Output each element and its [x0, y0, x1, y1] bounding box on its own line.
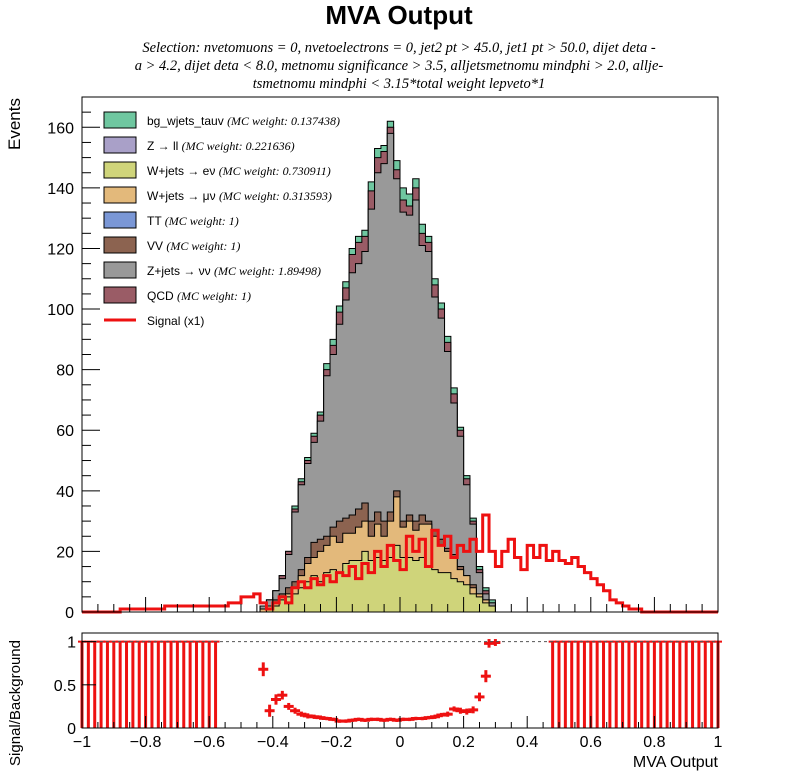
legend-swatch-6	[103, 261, 137, 279]
y-axis-label: Events	[5, 98, 24, 150]
y-tick-label: 0	[65, 605, 74, 622]
legend: bg_wjets_tauv (MC weight: 0.137438) Z → l…	[103, 111, 340, 328]
y-tick-label: 100	[47, 302, 74, 319]
x-tick-label: 0	[396, 734, 405, 751]
legend-swatch-3	[103, 186, 137, 204]
legend-swatch-0	[103, 111, 137, 129]
y-tick-label: 40	[56, 484, 74, 501]
legend-weight: (MC weight: 1)	[166, 239, 240, 253]
legend-label: bg_wjets_tauv	[147, 114, 227, 128]
legend-swatch-2	[103, 161, 137, 179]
legend-weight: (MC weight: 0.730911)	[219, 164, 331, 178]
legend-weight: (MC weight: 1.89498)	[214, 264, 321, 278]
legend-label: TT	[147, 214, 165, 228]
legend-weight: (MC weight: 1)	[177, 289, 251, 303]
stack-layer-2	[259, 132, 496, 613]
x-tick-label: 0.2	[452, 734, 474, 751]
y-tick-label: 60	[56, 423, 74, 440]
legend-entry-3: W+jets → μν (MC weight: 0.313593)	[147, 189, 332, 203]
legend-swatch-1	[103, 136, 137, 154]
legend-weight: (MC weight: 0.313593)	[219, 189, 332, 203]
signal-line-group	[82, 513, 718, 614]
x-tick-label: 0.4	[516, 734, 538, 751]
signal-line	[82, 513, 718, 614]
legend-swatch-5	[103, 236, 137, 254]
ratio-y-axis-label: Signal/Background	[7, 640, 24, 766]
x-tick-label: −0.6	[193, 734, 225, 751]
legend-entry-2: W+jets → eν (MC weight: 0.730911)	[147, 164, 331, 178]
legend-label: W+jets → eν	[147, 164, 219, 178]
legend-label: Z+jets → νν	[147, 264, 214, 278]
legend-weight: (MC weight: 0.137438)	[227, 114, 340, 128]
legend-entry-4: TT (MC weight: 1)	[147, 214, 239, 228]
y-tick-label: 120	[47, 241, 74, 258]
x-tick-label: 0.8	[643, 734, 665, 751]
selection-line-1: Selection: nvetomuons = 0, nvetoelectron…	[142, 40, 656, 56]
ratio-bars	[78, 640, 722, 728]
ratio-y-tick-label: 0.5	[54, 678, 76, 695]
ratio-y-tick-label: 1	[67, 635, 76, 652]
y-tick-label: 20	[56, 544, 74, 561]
x-tick-label: 0.6	[580, 734, 602, 751]
legend-label: Z → ll	[147, 139, 182, 153]
selection-line-2: a > 4.2, dijet deta < 8.0, metnomu signi…	[135, 58, 664, 74]
ratio-points	[258, 639, 501, 723]
legend-label: W+jets → μν	[147, 189, 219, 203]
x-tick-label: −0.4	[257, 734, 289, 751]
ratio-y-tick-label: 0	[67, 721, 76, 738]
legend-entry-5: VV (MC weight: 1)	[147, 239, 240, 253]
chart-title: MVA Output	[325, 0, 473, 30]
x-tick-label: −1	[73, 734, 91, 751]
ratio-axes: 0 0.5 1 −1 −0.8 −0.6 −0.4 −0.2 0 0.2 0.4 0.6 0.8 1	[54, 632, 723, 751]
legend-swatch-4	[103, 211, 137, 229]
y-tick-label: 140	[47, 181, 74, 198]
legend-weight: (MC weight: 0.221636)	[182, 139, 295, 153]
legend-label: Signal (x1)	[147, 314, 204, 328]
legend-weight: (MC weight: 1)	[165, 214, 239, 228]
legend-entry-0: bg_wjets_tauv (MC weight: 0.137438)	[147, 114, 340, 128]
legend-entry-6: Z+jets → νν (MC weight: 1.89498)	[147, 264, 321, 278]
x-tick-label: −0.2	[321, 734, 353, 751]
legend-entry-1: Z → ll (MC weight: 0.221636)	[147, 139, 295, 153]
x-axis-label: MVA Output	[633, 754, 719, 771]
x-tick-label: −0.8	[130, 734, 162, 751]
selection-line-3: tsmetnomu mindphi < 3.15*total weight le…	[253, 76, 546, 92]
main-axes: 0 20 40 60 80 100 120 140 160	[47, 96, 719, 622]
legend-label: VV	[147, 239, 166, 253]
legend-entry-7: QCD (MC weight: 1)	[147, 289, 251, 303]
x-tick-label: 1	[714, 734, 723, 751]
legend-label: QCD	[147, 289, 177, 303]
background-stack	[259, 120, 496, 613]
legend-entry-8: Signal (x1)	[147, 314, 204, 328]
y-tick-label: 160	[47, 120, 74, 137]
legend-swatch-7	[103, 286, 137, 304]
y-tick-label: 80	[56, 363, 74, 380]
